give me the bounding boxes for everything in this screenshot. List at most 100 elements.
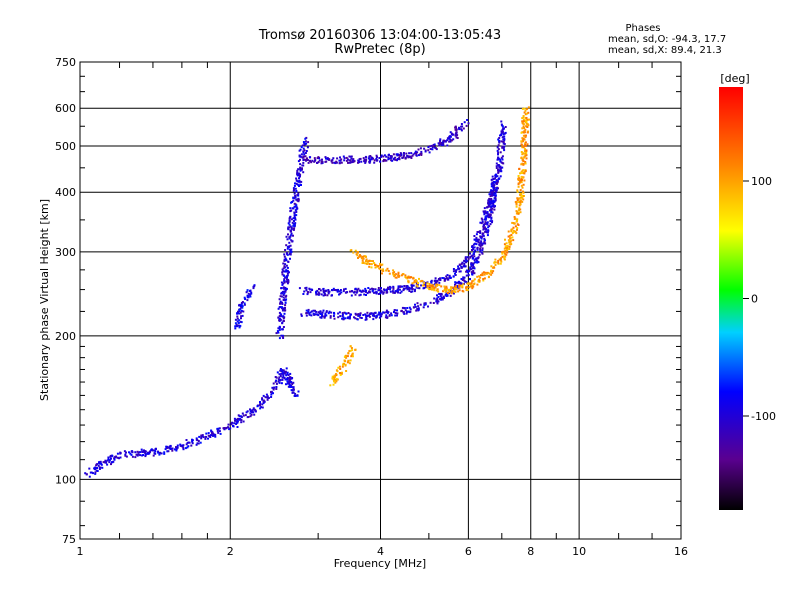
data-point xyxy=(500,257,503,260)
data-point xyxy=(187,441,190,444)
data-point xyxy=(480,240,483,243)
data-point xyxy=(366,260,369,263)
data-point xyxy=(357,257,359,259)
data-point xyxy=(437,290,440,293)
data-point xyxy=(296,183,299,186)
data-point xyxy=(282,267,285,270)
data-point xyxy=(442,144,445,147)
data-point xyxy=(344,291,347,294)
data-point xyxy=(374,311,377,314)
data-point xyxy=(234,318,237,321)
data-point xyxy=(238,304,240,307)
data-point xyxy=(494,181,497,184)
data-point xyxy=(472,262,475,265)
data-point xyxy=(523,147,526,150)
data-point xyxy=(347,161,349,164)
data-point xyxy=(502,147,505,150)
data-point xyxy=(474,261,477,264)
data-point xyxy=(408,152,411,155)
data-point xyxy=(325,157,327,160)
data-point xyxy=(388,153,390,156)
data-point xyxy=(336,290,339,293)
data-point xyxy=(480,251,483,254)
data-point xyxy=(93,467,96,470)
data-point xyxy=(287,228,290,231)
data-point xyxy=(460,262,463,265)
data-point xyxy=(187,445,190,448)
data-point xyxy=(365,318,368,321)
data-point xyxy=(287,374,290,377)
data-point xyxy=(445,287,448,290)
y-tick-label: 200 xyxy=(55,330,76,343)
data-point xyxy=(517,185,520,188)
data-point xyxy=(200,435,203,438)
data-point xyxy=(497,164,500,167)
data-point xyxy=(380,155,383,158)
data-point xyxy=(320,316,323,319)
data-point xyxy=(446,278,449,281)
data-point xyxy=(473,259,476,262)
data-point xyxy=(234,327,237,330)
data-point xyxy=(392,272,395,274)
data-point xyxy=(497,157,500,160)
data-point xyxy=(523,172,526,175)
data-point xyxy=(293,205,296,208)
data-point xyxy=(322,291,325,294)
data-point xyxy=(280,369,283,371)
data-point xyxy=(469,252,471,255)
data-point xyxy=(510,230,513,233)
data-point xyxy=(252,408,255,411)
data-point xyxy=(261,403,264,406)
data-point xyxy=(492,184,495,187)
data-point xyxy=(488,225,491,228)
data-point xyxy=(290,239,293,242)
data-point xyxy=(341,371,343,374)
data-point xyxy=(364,287,367,290)
data-point xyxy=(249,412,252,415)
data-point xyxy=(339,374,342,376)
data-point xyxy=(235,323,238,326)
data-point xyxy=(513,218,516,220)
data-point xyxy=(462,276,465,279)
data-point xyxy=(98,468,101,470)
data-point xyxy=(427,305,429,308)
data-point xyxy=(480,217,483,220)
data-point xyxy=(406,307,409,309)
data-point xyxy=(402,273,405,275)
data-point xyxy=(472,265,475,268)
data-point xyxy=(444,140,447,143)
data-point xyxy=(410,287,413,290)
data-point xyxy=(285,367,288,370)
data-point xyxy=(439,138,442,141)
data-point xyxy=(522,172,525,174)
data-point xyxy=(116,456,119,459)
data-point xyxy=(385,269,388,272)
data-point xyxy=(455,136,458,139)
data-point xyxy=(223,427,226,429)
data-point xyxy=(336,157,339,160)
data-point xyxy=(521,127,524,130)
data-point xyxy=(521,146,524,149)
data-point xyxy=(528,118,531,121)
data-point xyxy=(479,249,482,252)
data-point xyxy=(484,216,487,219)
data-point xyxy=(398,288,401,291)
data-point xyxy=(451,133,454,136)
data-point xyxy=(285,298,288,301)
data-point xyxy=(240,306,243,309)
data-point xyxy=(293,212,296,215)
data-point xyxy=(496,182,498,185)
data-point xyxy=(338,311,341,314)
data-point xyxy=(287,270,289,273)
data-point xyxy=(326,294,329,297)
data-point xyxy=(368,259,371,262)
data-point xyxy=(301,164,304,167)
data-point xyxy=(184,447,187,450)
data-point xyxy=(525,121,528,124)
data-point xyxy=(448,292,451,295)
data-point xyxy=(369,312,372,315)
data-point xyxy=(372,260,374,263)
data-point xyxy=(503,255,506,258)
data-point xyxy=(167,450,170,453)
data-point xyxy=(280,315,283,318)
